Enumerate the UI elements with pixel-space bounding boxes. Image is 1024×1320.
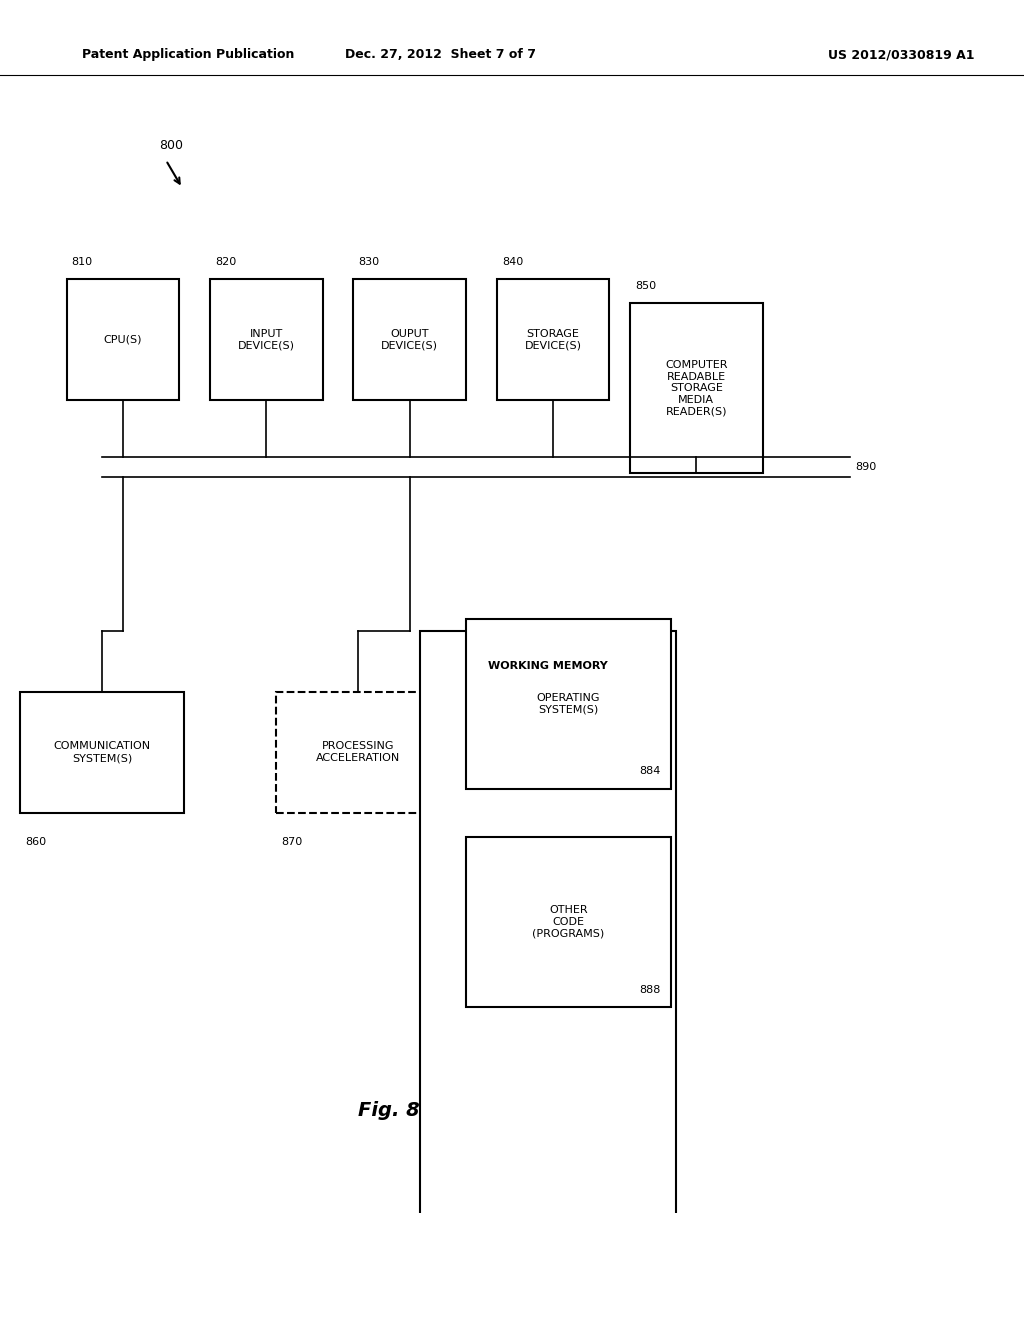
Text: COMPUTER
READABLE
STORAGE
MEDIA
READER(S): COMPUTER READABLE STORAGE MEDIA READER(S…: [665, 360, 728, 416]
Text: Fig. 8: Fig. 8: [358, 1101, 420, 1119]
FancyBboxPatch shape: [20, 692, 184, 813]
Text: 860: 860: [26, 837, 47, 847]
FancyBboxPatch shape: [497, 279, 609, 400]
Text: Dec. 27, 2012  Sheet 7 of 7: Dec. 27, 2012 Sheet 7 of 7: [345, 48, 536, 61]
Text: 820: 820: [215, 257, 237, 267]
Text: 800: 800: [159, 139, 182, 152]
Text: CPU(S): CPU(S): [103, 335, 142, 345]
FancyBboxPatch shape: [466, 837, 671, 1007]
Text: STORAGE
DEVICE(S): STORAGE DEVICE(S): [524, 329, 582, 351]
FancyBboxPatch shape: [466, 619, 671, 788]
Text: INPUT
DEVICE(S): INPUT DEVICE(S): [238, 329, 295, 351]
Text: 830: 830: [358, 257, 380, 267]
FancyBboxPatch shape: [420, 631, 676, 1320]
FancyBboxPatch shape: [276, 692, 440, 813]
Text: 810: 810: [72, 257, 93, 267]
Text: COMMUNICATION
SYSTEM(S): COMMUNICATION SYSTEM(S): [54, 742, 151, 763]
Text: OPERATING
SYSTEM(S): OPERATING SYSTEM(S): [537, 693, 600, 714]
Text: PROCESSING
ACCELERATION: PROCESSING ACCELERATION: [316, 742, 400, 763]
Text: WORKING MEMORY: WORKING MEMORY: [488, 661, 607, 672]
Text: 888: 888: [639, 985, 660, 995]
Text: 870: 870: [282, 837, 303, 847]
FancyBboxPatch shape: [67, 279, 179, 400]
Text: 884: 884: [639, 767, 660, 776]
Text: 850: 850: [635, 281, 656, 292]
Text: OTHER
CODE
(PROGRAMS): OTHER CODE (PROGRAMS): [532, 906, 604, 939]
Text: 890: 890: [855, 462, 877, 473]
FancyBboxPatch shape: [210, 279, 323, 400]
Text: 840: 840: [502, 257, 523, 267]
FancyBboxPatch shape: [353, 279, 466, 400]
Text: OUPUT
DEVICE(S): OUPUT DEVICE(S): [381, 329, 438, 351]
Text: Patent Application Publication: Patent Application Publication: [82, 48, 294, 61]
FancyBboxPatch shape: [630, 304, 763, 473]
Text: US 2012/0330819 A1: US 2012/0330819 A1: [827, 48, 975, 61]
